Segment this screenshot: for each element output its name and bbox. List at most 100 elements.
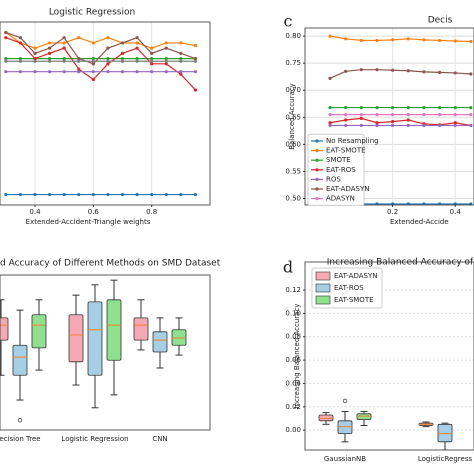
box xyxy=(337,420,353,435)
point xyxy=(193,192,198,197)
legend-marker xyxy=(315,149,319,153)
box xyxy=(152,331,168,353)
point xyxy=(179,59,183,63)
point xyxy=(77,70,81,74)
y-tick-label: 0.08 xyxy=(285,333,301,341)
legend-marker xyxy=(315,139,319,143)
point xyxy=(77,67,81,71)
point xyxy=(47,192,52,197)
point xyxy=(62,70,66,74)
panel: Logistic Regression Extended-Accident-Tri… xyxy=(0,8,211,226)
y-tick-label: 0.10 xyxy=(285,309,301,317)
point xyxy=(135,36,139,40)
point xyxy=(164,41,168,45)
plot-area xyxy=(328,34,473,205)
point xyxy=(375,123,379,128)
point xyxy=(469,39,473,44)
point xyxy=(4,59,8,63)
point xyxy=(47,41,52,45)
point xyxy=(422,113,426,117)
y-tick-label: 0.50 xyxy=(285,195,301,203)
box xyxy=(0,317,9,341)
point xyxy=(135,59,139,63)
point xyxy=(359,105,363,110)
point xyxy=(179,41,183,45)
y-tick-label: 0.55 xyxy=(285,167,301,175)
point xyxy=(437,105,442,110)
point xyxy=(179,72,183,76)
series-line xyxy=(5,31,196,49)
point xyxy=(406,69,410,73)
point xyxy=(150,59,154,63)
box xyxy=(87,301,103,376)
point xyxy=(422,105,426,110)
legend-swatch xyxy=(315,271,331,281)
point xyxy=(47,70,52,74)
point xyxy=(164,46,168,50)
point xyxy=(344,69,348,73)
point xyxy=(106,46,110,50)
point xyxy=(453,113,457,117)
point xyxy=(391,68,395,72)
legend-label: ROS xyxy=(326,175,341,183)
point xyxy=(18,57,23,61)
y-axis-label: Balanced Accuracy xyxy=(288,83,296,150)
point xyxy=(193,57,198,61)
point xyxy=(422,38,426,42)
point xyxy=(91,41,95,45)
point xyxy=(106,192,110,197)
point xyxy=(120,192,125,197)
point xyxy=(150,51,154,55)
legend-label: EAT-SMOTE xyxy=(326,147,366,155)
point xyxy=(406,37,410,41)
point xyxy=(47,57,52,61)
point xyxy=(91,70,95,74)
point xyxy=(193,88,198,92)
point xyxy=(391,120,395,124)
point xyxy=(18,192,23,197)
point xyxy=(164,192,168,197)
legend-label: EAT-ADASYN xyxy=(326,185,369,193)
legend-swatch xyxy=(315,283,331,293)
point xyxy=(91,59,95,63)
point xyxy=(359,123,363,128)
point xyxy=(469,72,473,76)
point xyxy=(391,105,395,110)
y-tick-label: 0.06 xyxy=(285,356,301,364)
point xyxy=(62,59,66,63)
point xyxy=(33,192,37,197)
panel-label: d xyxy=(283,258,293,277)
point xyxy=(47,46,52,50)
point xyxy=(453,71,457,75)
point xyxy=(179,57,183,61)
point xyxy=(135,57,139,61)
box xyxy=(31,314,47,349)
x-tick-label: 0.2 xyxy=(387,208,398,216)
legend-swatch xyxy=(315,295,331,305)
point xyxy=(359,38,363,43)
plot-frame xyxy=(304,27,474,206)
point xyxy=(406,105,410,110)
point xyxy=(391,123,395,128)
point xyxy=(193,43,198,48)
box xyxy=(133,317,149,341)
point xyxy=(375,68,379,72)
y-axis-label: Increasing Balanced Accuracy xyxy=(293,304,301,409)
point xyxy=(344,123,348,128)
y-tick-label: 0.60 xyxy=(285,140,301,148)
panel-title: Decis xyxy=(428,16,453,26)
series-line xyxy=(329,35,471,43)
point xyxy=(33,57,37,61)
y-tick-label: 0.12 xyxy=(285,286,301,294)
x-tick-label: 0.8 xyxy=(146,208,157,216)
x-tick-label: 0.4 xyxy=(29,208,41,216)
box xyxy=(437,423,453,443)
plot-frame xyxy=(0,21,211,206)
box xyxy=(171,329,187,346)
point xyxy=(33,70,37,74)
box xyxy=(68,314,84,363)
legend-label: EAT-ROS xyxy=(334,284,364,292)
plot-area xyxy=(0,279,187,423)
point xyxy=(106,59,110,63)
legend-label: EAT-SMOTE xyxy=(334,296,374,304)
